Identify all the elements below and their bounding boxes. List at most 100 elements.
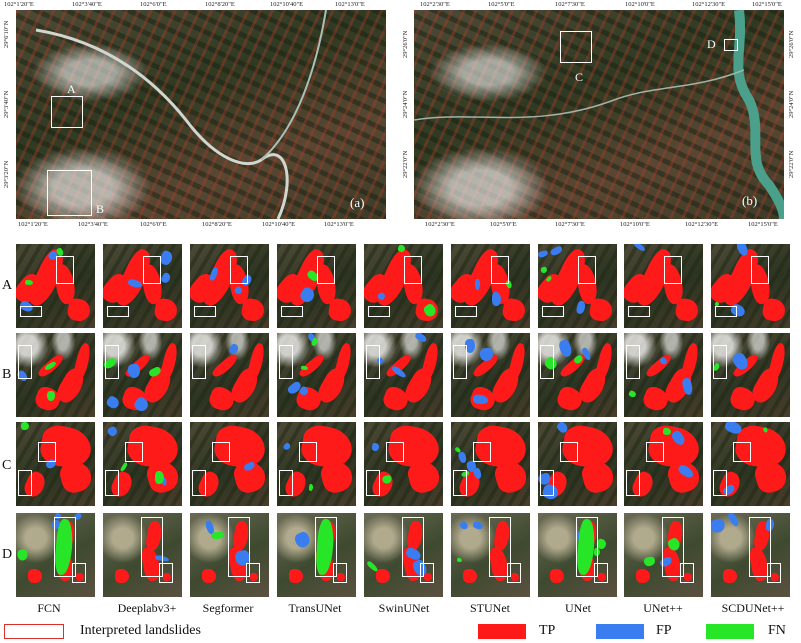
tick-bottom: 102°1'20"E xyxy=(18,221,48,228)
highlight-box xyxy=(560,442,578,462)
result-tile xyxy=(364,333,443,417)
result-tile xyxy=(277,244,356,328)
method-label: UNet++ xyxy=(643,601,683,615)
tp-region xyxy=(771,573,779,581)
result-tile xyxy=(364,244,443,328)
highlight-box xyxy=(386,442,404,462)
tp-region xyxy=(158,342,180,384)
highlight-box xyxy=(212,442,230,462)
highlight-box xyxy=(105,470,119,496)
result-tile xyxy=(538,244,617,328)
tp-region xyxy=(327,297,353,323)
tp-region xyxy=(376,569,390,583)
tick-left: 29°3'20"N xyxy=(3,160,10,188)
fp-region xyxy=(228,342,240,356)
tp-region xyxy=(337,573,345,581)
row-label-c: C xyxy=(2,458,12,473)
method-label: SCDUNet++ xyxy=(721,601,785,615)
highlight-box xyxy=(713,345,727,379)
tp-region xyxy=(289,569,303,583)
tick-bottom: 102°13'0"E xyxy=(324,221,354,228)
highlight-box xyxy=(542,306,564,317)
fp-region xyxy=(414,333,428,344)
highlight-box xyxy=(733,442,751,462)
highlight-box xyxy=(453,345,467,379)
highlight-box xyxy=(455,306,477,317)
tick-left: 29°26'0"N xyxy=(402,30,409,58)
highlight-box xyxy=(594,563,608,583)
tp-region xyxy=(550,569,564,583)
tick-bottom: 102°7'30"E xyxy=(555,221,585,228)
tp-region xyxy=(598,573,606,581)
tp-region xyxy=(202,569,216,583)
result-tile xyxy=(190,333,269,417)
highlight-box xyxy=(662,517,684,577)
highlight-box xyxy=(192,345,206,379)
highlight-box xyxy=(194,306,216,317)
tp-region xyxy=(28,569,42,583)
box-b xyxy=(47,170,92,216)
highlight-box xyxy=(230,256,248,284)
fp-region xyxy=(549,245,564,257)
tick-left: 29°22'0"N xyxy=(402,150,409,178)
result-tile xyxy=(190,422,269,506)
legend-tp-label: TP xyxy=(539,623,556,638)
highlight-box xyxy=(628,306,650,317)
result-tile xyxy=(16,244,95,328)
highlight-box xyxy=(366,345,380,379)
tick-top: 102°1'20"E xyxy=(4,1,34,8)
fp-region xyxy=(472,520,484,531)
result-tile xyxy=(451,333,530,417)
highlight-box xyxy=(279,345,293,379)
legend-fn-label: FN xyxy=(768,623,786,638)
highlight-box xyxy=(107,306,129,317)
tp-region xyxy=(66,297,92,323)
method-label: Deeplabv3+ xyxy=(117,601,177,615)
highlight-box xyxy=(507,563,521,583)
highlight-box xyxy=(489,517,511,577)
river-a xyxy=(35,10,327,219)
highlight-box xyxy=(715,306,737,317)
tp-region xyxy=(332,342,354,384)
highlight-box xyxy=(192,470,206,496)
highlight-box xyxy=(246,563,260,583)
result-tile xyxy=(103,333,182,417)
tp-region xyxy=(511,573,519,581)
fn-region xyxy=(310,337,319,347)
tick-left: 29°24'0"N xyxy=(402,90,409,118)
legend-outline-swatch xyxy=(4,624,64,639)
tp-region xyxy=(588,297,614,323)
tick-bottom: 102°2'30"E xyxy=(425,221,455,228)
box-a xyxy=(51,96,83,128)
tp-region xyxy=(679,342,701,384)
fp-region xyxy=(632,244,647,253)
fp-region xyxy=(282,441,292,452)
fp-region xyxy=(160,271,172,285)
result-tile xyxy=(103,513,182,597)
result-tile xyxy=(190,244,269,328)
result-tile xyxy=(364,422,443,506)
tick-top: 102°8'20"E xyxy=(205,1,235,8)
tick-top: 102°6'0"E xyxy=(140,1,167,8)
panel-label-a: (a) xyxy=(350,195,365,210)
highlight-box xyxy=(540,345,554,379)
result-tile xyxy=(277,333,356,417)
tick-bottom: 102°5'0"E xyxy=(490,221,517,228)
fn-region xyxy=(365,560,380,573)
tp-region xyxy=(463,569,477,583)
highlight-box xyxy=(626,470,640,496)
highlight-box xyxy=(576,517,598,577)
result-tile xyxy=(16,513,95,597)
tick-top: 102°15'0"E xyxy=(752,1,782,8)
panel-label-b: (b) xyxy=(742,193,758,208)
fp-region xyxy=(106,425,119,438)
result-tile xyxy=(538,333,617,417)
result-tile xyxy=(451,422,530,506)
legend-interpreted-label: Interpreted landslides xyxy=(80,623,201,638)
result-tile xyxy=(711,333,790,417)
fp-region xyxy=(711,519,725,533)
tick-top: 102°7'30"E xyxy=(555,1,585,8)
satellite-image-b: C D (b) xyxy=(414,10,784,219)
fn-region xyxy=(456,557,463,563)
tp-region xyxy=(245,342,267,384)
